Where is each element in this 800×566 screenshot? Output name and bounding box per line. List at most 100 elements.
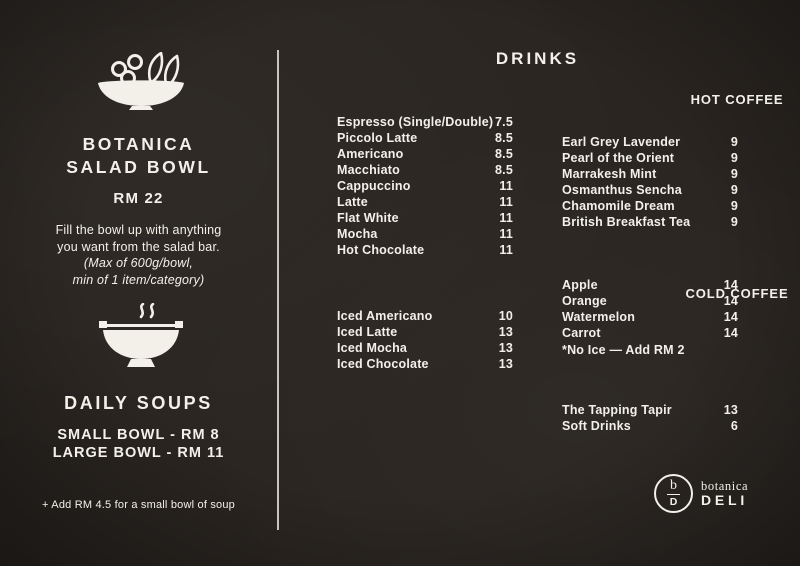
logo-monogram-divider: [667, 493, 680, 496]
salad-bowl-description: Fill the bowl up with anything you want …: [0, 222, 277, 288]
menu-item-row: Macchiato 8.5: [337, 162, 513, 178]
salad-desc-note2: min of 1 item/category): [72, 272, 205, 287]
menu-item-name: Macchiato: [337, 163, 400, 177]
menu-item-price: 11: [499, 243, 513, 257]
juices-note: *No Ice — Add RM 2: [562, 343, 685, 357]
salad-title-line1: BOTANICA: [82, 134, 195, 154]
menu-item-price: 9: [730, 199, 738, 213]
menu-item-row: The Tapping Tapir 13: [562, 402, 738, 418]
menu-item-name: Mocha: [337, 227, 378, 241]
menu-item-row: Pearl of the Orient 9: [562, 150, 738, 166]
tea-heading: TEA: [562, 92, 800, 107]
menu-item-name: Orange: [562, 294, 607, 308]
salad-bowl-icon: [98, 52, 184, 110]
menu-item-row: Marrakesh Mint 9: [562, 166, 738, 182]
menu-item-name: Pearl of the Orient: [562, 151, 675, 165]
menu-item-name: Hot Chocolate: [337, 243, 425, 257]
salad-desc-note1: (Max of 600g/bowl,: [83, 256, 194, 270]
hot-coffee-list: Espresso (Single/Double) 7.5 Piccolo Lat…: [337, 114, 513, 258]
menu-item-row: Apple 14: [562, 277, 738, 293]
menu-item-name: The Tapping Tapir: [562, 403, 672, 417]
hot-coffee-heading: HOT COFFEE: [690, 92, 784, 107]
soup-option-small: SMALL BOWL - RM 8: [57, 427, 220, 443]
menu-item-row: Piccolo Latte 8.5: [337, 130, 513, 146]
menu-item-price: 13: [723, 403, 738, 417]
salad-desc-line1: Fill the bowl up with anything: [55, 223, 222, 237]
menu-item-price: 8.5: [495, 163, 513, 177]
menu-item-name: Carrot: [562, 326, 601, 340]
menu-item-name: Apple: [562, 278, 598, 292]
salad-bowl-title: BOTANICA SALAD BOWL: [0, 133, 277, 179]
menu-item-price: 14: [723, 326, 738, 340]
bottled-drinks-heading: BOTTLED DRINKS: [562, 382, 800, 397]
tea-subheading: Premium Gryphon Tea: [562, 111, 800, 126]
menu-item-price: 11: [499, 179, 513, 193]
menu-item-price: 13: [498, 341, 513, 355]
menu-item-row: British Breakfast Tea 9: [562, 214, 738, 230]
soup-bowl-icon: [99, 303, 183, 367]
menu-item-name: Cappuccino: [337, 179, 411, 193]
menu-item-name: Latte: [337, 195, 368, 209]
logo-monogram-top: b: [670, 478, 677, 494]
logo-wordmark: botanica DELI: [701, 478, 749, 508]
menu-item-name: Flat White: [337, 211, 399, 225]
logo-brand-name: botanica: [701, 478, 749, 493]
menu-item-price: 11: [499, 211, 513, 225]
menu-item-name: Espresso (Single/Double): [337, 115, 494, 129]
logo-monogram-bottom: D: [669, 495, 678, 508]
menu-item-name: British Breakfast Tea: [562, 215, 691, 229]
menu-item-name: Americano: [337, 147, 404, 161]
menu-item-row: Soft Drinks 6: [562, 418, 738, 434]
menu-item-name: Soft Drinks: [562, 419, 631, 433]
menu-item-name: Watermelon: [562, 310, 636, 324]
menu-item-price: 9: [730, 215, 738, 229]
menu-item-row: Chamomile Dream 9: [562, 198, 738, 214]
daily-soups-title: DAILY SOUPS: [64, 393, 213, 413]
cold-coffee-heading: COLD COFFEE: [685, 286, 789, 301]
bottled-drinks-list: The Tapping Tapir 13 Soft Drinks 6: [562, 402, 738, 434]
cold-coffee-list: Iced Americano 10 Iced Latte 13 Iced Moc…: [337, 308, 513, 372]
menu-item-price: 8.5: [495, 147, 513, 161]
menu-item-row: Flat White 11: [337, 210, 513, 226]
menu-item-row: Hot Chocolate 11: [337, 242, 513, 258]
menu-item-row: Iced Chocolate 13: [337, 356, 513, 372]
soup-footnote: + Add RM 4.5 for a small bowl of soup: [42, 499, 235, 511]
menu-item-row: Earl Grey Lavender 9: [562, 134, 738, 150]
menu-item-name: Marrakesh Mint: [562, 167, 657, 181]
menu-item-row: Iced Mocha 13: [337, 340, 513, 356]
salad-desc-line2: you want from the salad bar.: [57, 239, 220, 254]
soup-option-large: LARGE BOWL - RM 11: [52, 444, 225, 461]
menu-item-row: Orange 14: [562, 293, 738, 309]
juices-heading: FRESHLY SQUEEZED JUICES: [562, 256, 800, 271]
menu-item-row: Mocha 11: [337, 226, 513, 242]
menu-item-row: Espresso (Single/Double) 7.5: [337, 114, 513, 130]
menu-item-price: 13: [498, 357, 513, 371]
vertical-divider: [277, 50, 279, 530]
menu-item-price: 10: [498, 309, 513, 323]
menu-item-row: Watermelon 14: [562, 309, 738, 325]
menu-item-price: 11: [499, 227, 513, 241]
menu-item-row: Osmanthus Sencha 9: [562, 182, 738, 198]
menu-item-price: 7.5: [495, 115, 513, 129]
logo-monogram-icon: b D: [654, 474, 693, 513]
salad-title-line2: SALAD BOWL: [66, 157, 211, 177]
menu-item-price: 6: [730, 419, 738, 433]
menu-item-row: Americano 8.5: [337, 146, 513, 162]
menu-item-price: 14: [723, 310, 738, 324]
menu-item-name: Iced Americano: [337, 309, 433, 323]
menu-item-name: Iced Chocolate: [337, 357, 429, 371]
menu-item-price: 9: [730, 183, 738, 197]
menu-item-row: Cappuccino 11: [337, 178, 513, 194]
menu-item-row: Iced Americano 10: [337, 308, 513, 324]
juices-list: Apple 14 Orange 14 Watermelon 14 Carrot …: [562, 277, 738, 341]
menu-item-price: 9: [730, 167, 738, 181]
menu-item-price: 13: [498, 325, 513, 339]
menu-item-name: Iced Latte: [337, 325, 398, 339]
menu-item-name: Earl Grey Lavender: [562, 135, 681, 149]
daily-soups-options: SMALL BOWL - RM 8 LARGE BOWL - RM 11: [0, 427, 277, 462]
tea-list: Earl Grey Lavender 9 Pearl of the Orient…: [562, 134, 738, 230]
logo-brand-word: DELI: [701, 491, 749, 508]
menu-item-price: 9: [730, 151, 738, 165]
menu-item-name: Osmanthus Sencha: [562, 183, 682, 197]
